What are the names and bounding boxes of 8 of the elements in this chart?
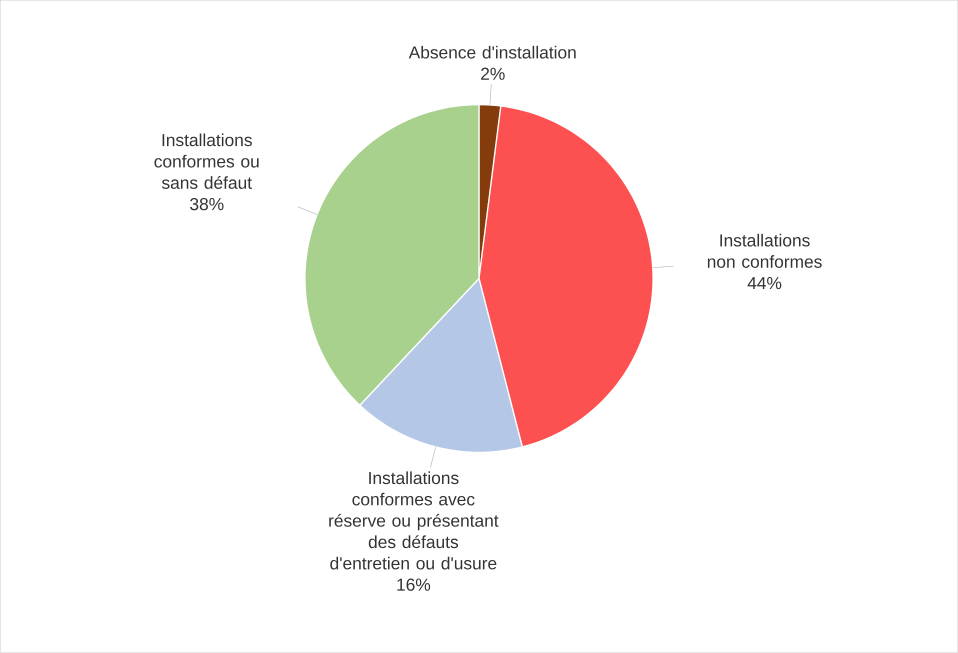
slice-label: Installations non conformes — [708, 234, 822, 268]
slice-label: Absence d'installation — [408, 46, 576, 59]
slice-label: Installations conformes avec réserve ou présentant des défauts d'entretien ou d'usure — [329, 472, 498, 570]
data-label: 2% — [481, 68, 505, 80]
data-label: 44% — [748, 277, 782, 290]
data-label: 16% — [397, 578, 430, 592]
data-label: 38% — [190, 198, 224, 210]
slice-label: Installations conformes ou sans défaut — [154, 134, 259, 190]
